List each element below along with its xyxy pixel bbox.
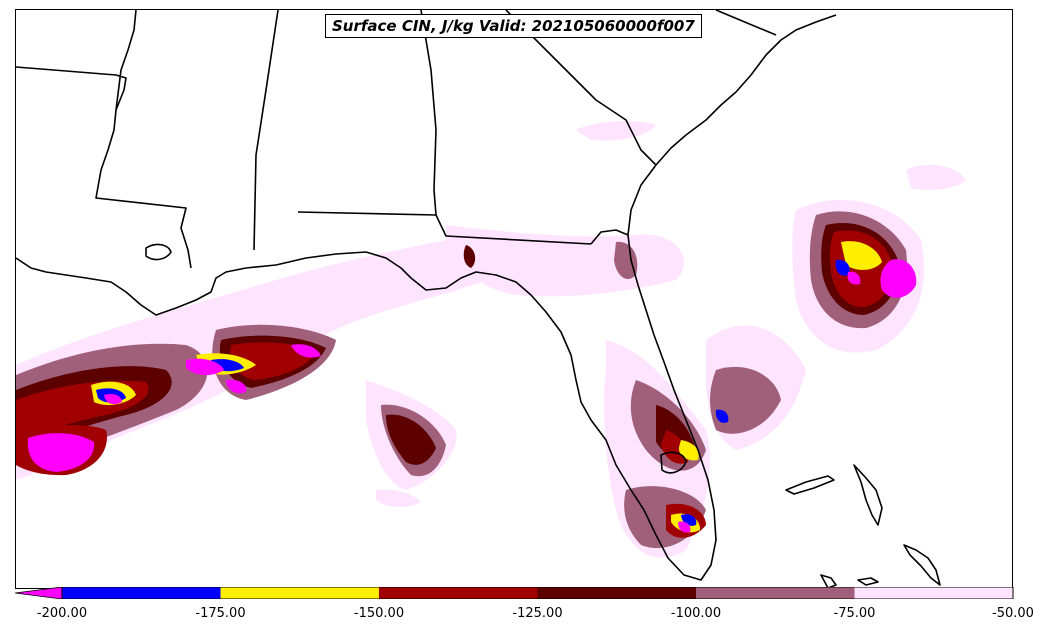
bahamas-cays <box>820 574 837 588</box>
state-border-ms-al <box>115 10 137 111</box>
colorbar-bins <box>62 587 1013 599</box>
colorbar-bin-2 <box>379 587 538 599</box>
bahamas-small-island <box>857 577 879 586</box>
colorbar-tick-label: -125.00 <box>512 606 563 621</box>
coastlines-and-borders <box>16 10 941 588</box>
florida-lake-okeechobee <box>660 451 687 474</box>
bahamas-grand-bahama <box>785 475 835 495</box>
colorbar-bin-5 <box>854 587 1013 599</box>
state-border-ms-la <box>16 66 192 269</box>
map-panel <box>15 9 1013 589</box>
state-border-fl-al <box>297 211 592 245</box>
cin-shading-light <box>16 120 966 558</box>
colorbar-tick-labels: -200.00 -175.00 -150.00 -125.00 -100.00 -75.0… <box>0 606 1044 626</box>
colorbar-tick-label: -100.00 <box>670 606 722 621</box>
colorbar-tick-label: -50.00 <box>992 606 1034 621</box>
colorbar <box>15 587 1014 599</box>
colorbar-bin-4 <box>696 587 855 599</box>
colorbar-tick-label: -150.00 <box>353 606 405 621</box>
colorbar-bin-3 <box>537 587 696 599</box>
state-border-al-west <box>253 10 279 251</box>
cin-shading-magenta <box>27 259 917 533</box>
colorbar-bin-1 <box>220 587 379 599</box>
bahamas-abaco <box>853 464 883 526</box>
map-title: Surface CIN, J/kg Valid: 202105060000f00… <box>325 14 702 38</box>
colorbar-tick-label: -200.00 <box>36 606 88 621</box>
colorbar-tick-label: -75.00 <box>833 606 876 621</box>
louisiana-lake <box>145 243 172 261</box>
state-border-al-ga <box>420 10 437 216</box>
colorbar-tick-label: -175.00 <box>195 606 246 621</box>
bahamas-andros <box>903 544 941 586</box>
state-border-fl-ga <box>590 229 629 245</box>
colorbar-bin-0 <box>62 587 221 599</box>
state-border-ga-sc <box>505 10 657 166</box>
us-gulf-and-atlantic-coast <box>16 14 837 581</box>
map-canvas <box>16 10 966 588</box>
state-border-nc-sc <box>715 10 777 36</box>
colorbar-extend-triangle <box>15 587 63 599</box>
